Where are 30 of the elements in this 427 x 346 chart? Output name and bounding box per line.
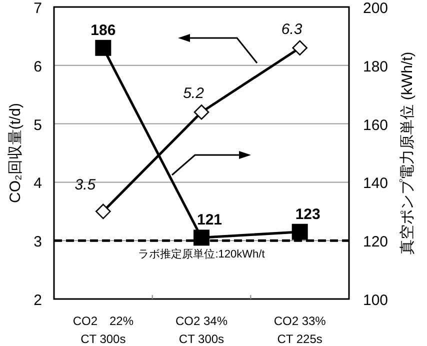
ref-line-label: ラボ推定原単位:120kWh/t xyxy=(138,248,265,261)
point xyxy=(96,204,111,220)
point xyxy=(194,230,210,246)
point xyxy=(194,104,210,120)
data-label: 186 xyxy=(90,22,116,39)
y2-axis-title: 真空ポンプ電力原単位 (kWh/t) xyxy=(399,52,416,254)
y2-tick-label: 120 xyxy=(363,234,388,251)
y-tick-label: 7 xyxy=(34,0,42,17)
point xyxy=(292,40,308,56)
y-tick-label: 6 xyxy=(34,58,42,76)
y-tick-label: 3 xyxy=(34,234,42,251)
x-tick-label: CO2 33% CT 225s xyxy=(274,314,326,346)
y-tick-label: 4 xyxy=(34,175,42,192)
y2-tick-label: 160 xyxy=(363,116,388,134)
data-label: 6.3 xyxy=(281,20,303,38)
point xyxy=(292,224,308,240)
data-label: 5.2 xyxy=(183,85,205,102)
x-tick-label: CO2 34% CT 300s xyxy=(175,314,228,346)
y2-tick-label: 180 xyxy=(363,58,388,76)
y-axis-title: CO₂回収量(t/d) xyxy=(7,103,24,203)
y2-tick-label: 200 xyxy=(363,0,388,17)
data-label: 123 xyxy=(295,206,320,223)
x-tick-label: CO2 22% CT 300s xyxy=(72,314,134,346)
y2-tick-label: 140 xyxy=(363,175,388,192)
data-label: 121 xyxy=(196,212,222,229)
y2-tick-label: 100 xyxy=(363,292,388,309)
y-tick-label: 2 xyxy=(34,292,42,309)
point xyxy=(95,40,112,56)
y-tick-label: 5 xyxy=(34,116,42,134)
data-label: 3.5 xyxy=(74,176,96,194)
